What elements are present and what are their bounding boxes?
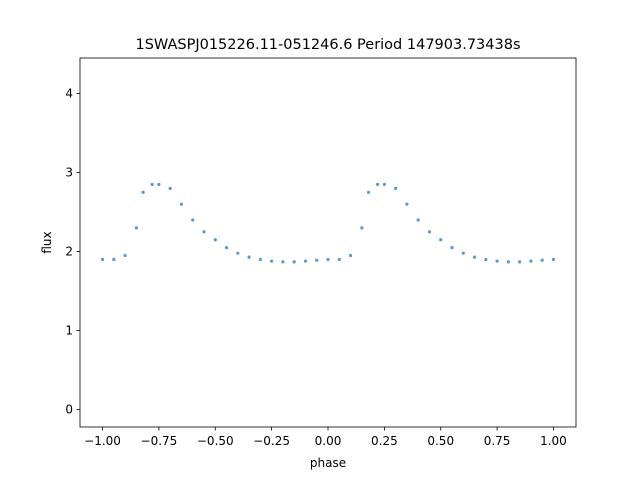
data-points [100, 182, 556, 264]
data-point [427, 230, 432, 234]
data-point [394, 186, 398, 190]
data-point [326, 257, 330, 262]
y-tick-label: 2 [65, 245, 73, 259]
data-point [157, 182, 161, 187]
data-point [270, 259, 274, 263]
data-point [495, 259, 499, 263]
data-point [348, 253, 353, 258]
data-point [540, 258, 544, 262]
x-tick-label: −0.50 [197, 434, 234, 448]
x-axis-label: phase [310, 456, 346, 470]
data-point [123, 253, 127, 258]
data-point [439, 238, 443, 242]
y-tick-label: 0 [65, 403, 73, 417]
data-point [506, 260, 510, 264]
x-tick-label: 0.00 [315, 434, 342, 448]
data-point [337, 257, 341, 262]
data-point [236, 251, 240, 255]
data-point [100, 257, 105, 262]
plot-frame [79, 57, 577, 428]
x-tick-label: 0.25 [371, 434, 398, 448]
data-point [484, 257, 488, 262]
data-point [518, 260, 522, 264]
axis-ticks: −1.00 −0.75 −0.50 −0.25 0.00 0.25 0.50 0.75 1.00… [65, 87, 566, 448]
data-point [461, 251, 465, 255]
y-axis-label: flux [40, 231, 54, 253]
data-point [213, 238, 217, 242]
data-point [247, 255, 251, 259]
data-point [315, 258, 319, 262]
data-point [258, 257, 262, 262]
data-point [150, 182, 154, 187]
y-tick-label: 1 [65, 324, 73, 338]
data-point [450, 246, 454, 250]
data-point [405, 202, 409, 206]
data-point [141, 190, 145, 194]
data-point [191, 218, 195, 222]
data-point [382, 182, 386, 187]
data-point [281, 260, 285, 264]
data-point [303, 259, 308, 263]
x-tick-label: 0.75 [484, 434, 511, 448]
x-tick-label: 1.00 [540, 434, 567, 448]
chart-title: 1SWASPJ015226.11-051246.6 Period 147903.… [135, 37, 520, 53]
y-tick-label: 3 [65, 166, 73, 180]
x-tick-label: −0.25 [253, 434, 290, 448]
data-point [168, 186, 172, 190]
y-tick-label: 4 [65, 87, 73, 101]
data-point [360, 226, 364, 230]
data-point [366, 190, 371, 194]
data-point [529, 259, 533, 263]
data-point [551, 257, 556, 262]
data-point [179, 202, 184, 206]
data-point [292, 260, 296, 264]
data-point [202, 230, 206, 234]
data-point [416, 218, 420, 222]
data-point [376, 182, 380, 187]
data-point [472, 255, 477, 259]
x-tick-label: −1.00 [84, 434, 121, 448]
x-tick-label: 0.50 [427, 434, 454, 448]
data-point [134, 226, 138, 230]
x-tick-label: −0.75 [141, 434, 178, 448]
data-point [224, 246, 229, 250]
data-point [112, 257, 116, 262]
